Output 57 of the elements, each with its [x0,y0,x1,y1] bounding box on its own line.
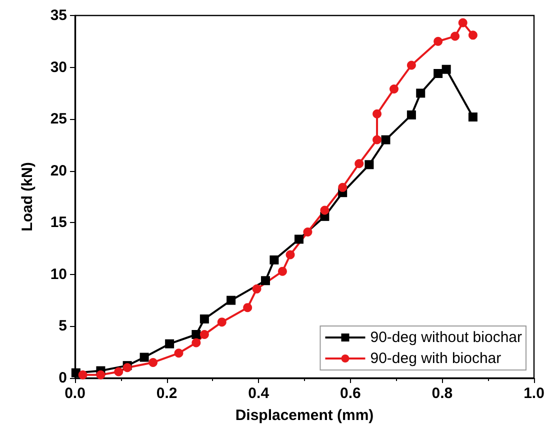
point [416,88,426,98]
point [260,276,270,286]
point [338,182,348,192]
point [406,60,416,70]
point [442,64,451,74]
point [406,110,416,120]
y-tick-label: 35 [50,7,67,24]
y-tick-label: 5 [58,318,67,335]
point [192,338,201,348]
point [450,32,460,41]
point [200,314,209,324]
x-axis-title: Displacement (mm) [235,407,374,424]
point [468,112,478,122]
point [243,303,252,312]
point [354,159,364,168]
point [286,250,295,260]
y-tick-label: 25 [50,110,67,128]
point [434,69,443,78]
point [303,227,312,236]
y-tick-label: 30 [50,58,67,76]
point [320,206,330,215]
point [226,296,236,305]
point [78,370,88,380]
point [458,18,468,28]
y-axis-title: Load (kN) [19,162,36,232]
point [364,160,374,170]
point [148,358,158,367]
point [390,84,399,94]
legend-label: 90-deg with biochar [370,350,502,367]
point [372,135,382,144]
x-tick-label: 0.2 [156,385,178,402]
x-tick-label: 0.4 [248,385,270,402]
point [200,330,209,339]
point [270,255,279,264]
point [114,367,124,376]
x-tick-label: 0.6 [340,385,361,402]
point [140,352,149,362]
point [468,30,478,40]
x-tick-label: 0.0 [64,385,86,402]
y-tick-label: 10 [50,266,67,283]
point [278,266,287,276]
point [96,370,106,380]
x-tick-label: 1.0 [524,385,544,402]
y-tick-label: 20 [50,162,67,180]
point [217,318,226,327]
point [434,36,443,46]
y-tick-label: 15 [50,214,67,232]
legend-label: 90-deg without biochar [370,329,522,346]
point [165,339,174,348]
point [174,348,184,358]
point [372,109,382,118]
point [192,330,201,339]
y-tick-label: 0 [58,370,67,386]
x-tick-label: 0.8 [432,385,453,402]
point [252,284,262,294]
point [381,135,390,144]
point [294,234,304,244]
